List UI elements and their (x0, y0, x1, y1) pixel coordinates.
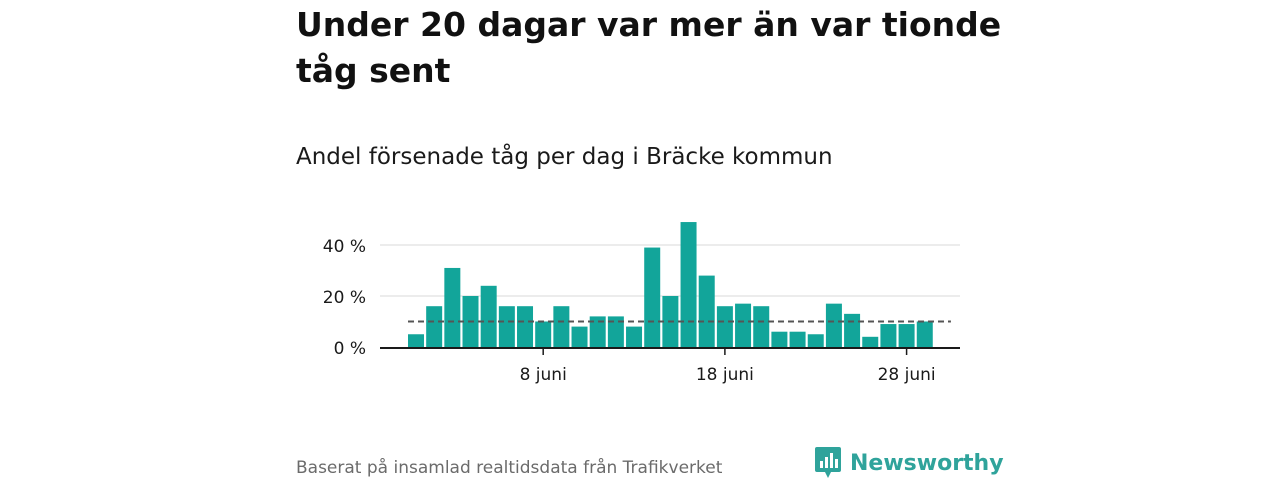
x-tick-label: 28 juni (878, 365, 936, 385)
bar (480, 285, 497, 347)
bar (898, 324, 915, 347)
bar (607, 316, 624, 347)
bar (426, 306, 443, 347)
brand-logo: Newsworthy (814, 446, 1004, 480)
y-tick-labels: 0 % 20 % 40 % (323, 237, 366, 359)
bar (880, 324, 897, 347)
bar (771, 331, 788, 347)
source-note: Baserat på insamlad realtidsdata från Tr… (296, 458, 723, 478)
y-tick-label: 20 % (323, 288, 366, 308)
brand-name: Newsworthy (850, 450, 1004, 476)
bar (535, 321, 552, 347)
bar (644, 247, 661, 347)
y-tick-label: 40 % (323, 237, 366, 257)
bar (517, 306, 534, 347)
bar (825, 303, 842, 347)
bar (789, 331, 806, 347)
bar (553, 306, 570, 347)
chart-subtitle: Andel försenade tåg per dag i Bräcke kom… (296, 144, 833, 170)
bar (716, 306, 733, 347)
bar-chart: 0 % 20 % 40 % 8 juni 18 juni 28 juni (323, 222, 960, 385)
newsworthy-logo-icon (815, 447, 841, 478)
bar (680, 222, 697, 347)
x-ticks: 8 juni 18 juni 28 juni (520, 348, 936, 385)
bar (589, 316, 606, 347)
bar (444, 267, 461, 347)
bar (571, 326, 588, 347)
gridlines (380, 244, 960, 297)
bar (735, 303, 752, 347)
bar (498, 306, 515, 347)
bar (753, 306, 770, 347)
bar (698, 275, 715, 347)
bar (916, 321, 933, 347)
x-tick-label: 18 juni (696, 365, 754, 385)
x-tick-label: 8 juni (520, 365, 567, 385)
chart-title: Under 20 dagar var mer än var tionde tåg… (296, 5, 1002, 90)
bar (807, 334, 824, 347)
y-tick-label: 0 % (334, 339, 366, 359)
bar (862, 336, 879, 347)
bar (844, 313, 861, 347)
bars (408, 222, 933, 347)
bar (626, 326, 643, 347)
bar (408, 334, 424, 347)
